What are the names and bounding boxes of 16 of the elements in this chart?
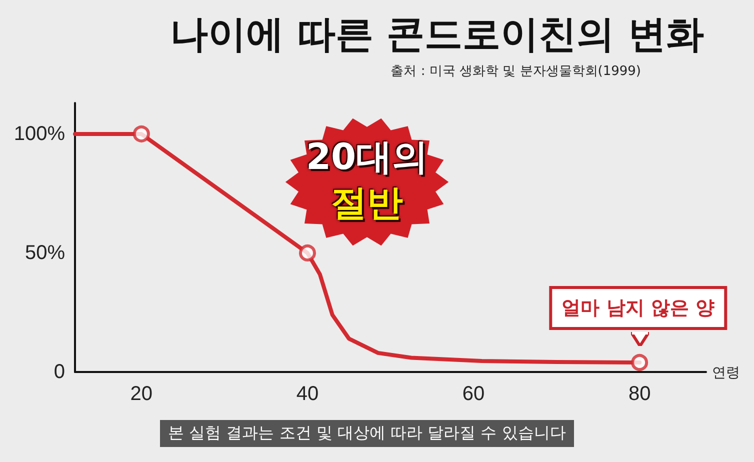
x-tick-label: 80 [628, 383, 651, 405]
y-tick-label: 50% [24, 242, 66, 264]
annotation: 얼마 남지 않은 양 [548, 286, 728, 330]
text: 본 실험 결과는 조건 및 대상에 따라 달라질 수 있습니다 [160, 420, 574, 447]
annotation: 20대의 절반 [304, 136, 430, 226]
point [298, 244, 316, 262]
y-tick-label: 0 [54, 361, 65, 383]
y-tick-label: 100% [14, 122, 66, 145]
x-tick-label: 20 [130, 383, 153, 405]
x-axis-title: 연령 [712, 364, 740, 380]
point [631, 354, 648, 371]
x-tick-label: 40 [296, 383, 319, 405]
chart-subtitle: 출처 : 미국 생화학 및 분자생물학회(1999) [390, 64, 642, 79]
point [132, 125, 150, 142]
chart-title: 나이에 따른 콘드로이친의 변화 [170, 12, 704, 56]
x-tick-label: 60 [462, 383, 485, 405]
